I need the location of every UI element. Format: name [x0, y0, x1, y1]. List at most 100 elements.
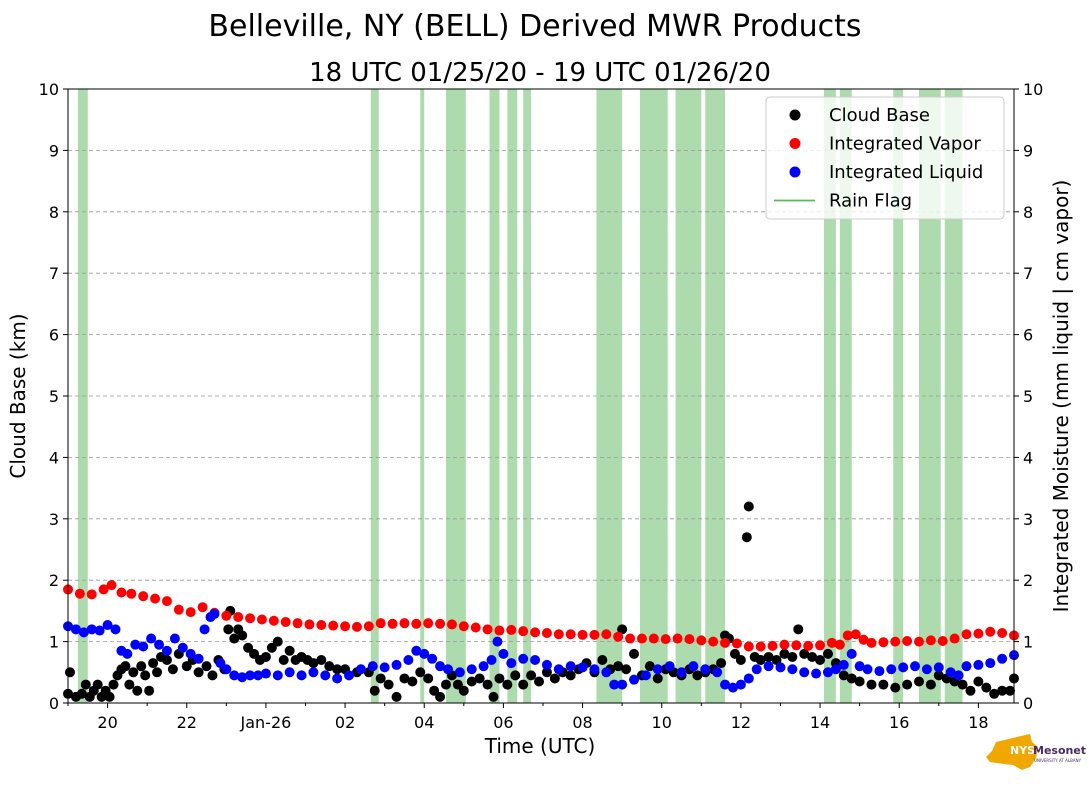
data-point	[383, 679, 394, 690]
data-point	[644, 661, 655, 672]
data-point	[799, 648, 810, 659]
data-point	[494, 625, 505, 636]
data-point	[344, 670, 355, 681]
data-point	[597, 655, 608, 666]
data-point	[953, 670, 964, 681]
x-axis-label: Time (UTC)	[484, 734, 596, 758]
data-point	[910, 661, 921, 672]
data-point	[308, 658, 319, 669]
data-point	[466, 664, 477, 675]
data-point	[308, 667, 319, 678]
data-point	[411, 645, 422, 656]
data-point	[199, 624, 210, 635]
data-point	[636, 633, 647, 644]
logo-nys-text: NYS	[1010, 744, 1035, 757]
data-point	[229, 633, 240, 644]
data-point	[446, 619, 457, 630]
data-point	[878, 679, 889, 690]
series-layer	[63, 501, 1019, 702]
data-point	[223, 624, 234, 635]
data-point	[803, 640, 814, 651]
data-point	[124, 679, 135, 690]
data-point	[589, 629, 600, 640]
x-tick-label: 10	[652, 713, 672, 732]
data-point	[565, 629, 576, 640]
data-point	[625, 633, 636, 644]
data-point	[565, 670, 576, 681]
data-point	[419, 648, 430, 659]
legend-box	[765, 96, 1005, 220]
data-point	[64, 667, 75, 678]
data-point	[621, 664, 632, 675]
data-point	[284, 667, 295, 678]
data-point	[716, 658, 727, 669]
data-point	[272, 636, 283, 647]
data-point	[399, 618, 410, 629]
y-axis-ticks: 0 1 2 3 4 5 6 7 8 9 10	[39, 80, 68, 713]
data-point	[252, 670, 263, 681]
data-point	[763, 661, 774, 672]
legend: Cloud Base Integrated Vapor Integrated Liq…	[765, 96, 1005, 220]
rain-flag-band	[824, 89, 836, 703]
y-tick-label: 8	[49, 203, 59, 222]
data-point	[399, 673, 410, 684]
data-point	[92, 679, 103, 690]
data-point	[435, 691, 446, 702]
data-point	[458, 621, 469, 632]
data-point	[534, 676, 545, 687]
data-point	[266, 642, 277, 653]
data-point	[407, 676, 418, 687]
grid-layer	[68, 149, 1014, 642]
data-point	[181, 661, 192, 672]
data-point	[106, 580, 117, 591]
data-point	[116, 587, 127, 598]
data-point	[492, 636, 503, 647]
y-tick-label: 7	[49, 264, 59, 283]
data-point	[866, 679, 877, 690]
data-point	[541, 659, 552, 670]
data-point	[700, 664, 711, 675]
data-point	[441, 679, 452, 690]
legend-label: Cloud Base	[829, 105, 930, 126]
data-point	[787, 651, 798, 662]
x-tick-label: 12	[731, 713, 751, 732]
data-point	[842, 630, 853, 641]
data-point	[688, 661, 699, 672]
data-point	[652, 673, 663, 684]
data-point	[696, 635, 707, 646]
data-point	[779, 639, 790, 650]
data-point	[613, 661, 624, 672]
logo-subtext: UNIVERSITY AT ALBANY	[1034, 758, 1082, 763]
y2-tick-label: 10	[1023, 80, 1043, 99]
data-point	[351, 621, 362, 632]
y2-axis-ticks: 0 1 2 3 4 5 6 7 8 9 10	[1014, 80, 1043, 713]
y2-tick-label: 2	[1023, 571, 1033, 590]
chart-subtitle: 18 UTC 01/25/20 - 19 UTC 01/26/20	[309, 58, 771, 88]
data-point	[494, 673, 505, 684]
data-point	[120, 661, 131, 672]
data-point	[498, 648, 509, 659]
data-point	[720, 637, 731, 648]
data-point	[751, 664, 762, 675]
legend-marker	[789, 138, 801, 149]
data-point	[193, 653, 204, 664]
data-point	[589, 664, 600, 675]
legend-label: Integrated Vapor	[829, 134, 981, 155]
data-point	[965, 685, 976, 696]
data-point	[486, 655, 497, 666]
data-point	[957, 679, 968, 690]
data-point	[442, 664, 453, 675]
data-point	[316, 655, 327, 666]
data-point	[221, 610, 232, 621]
data-point	[146, 633, 157, 644]
data-point	[379, 662, 390, 673]
y2-tick-label: 9	[1023, 141, 1033, 160]
data-point	[890, 682, 901, 693]
data-point	[427, 653, 438, 664]
data-point	[787, 664, 798, 675]
y-tick-label: 1	[49, 633, 59, 652]
data-point	[989, 688, 1000, 699]
data-point	[826, 637, 837, 648]
x-tick-label: 22	[177, 713, 197, 732]
data-point	[617, 624, 628, 635]
